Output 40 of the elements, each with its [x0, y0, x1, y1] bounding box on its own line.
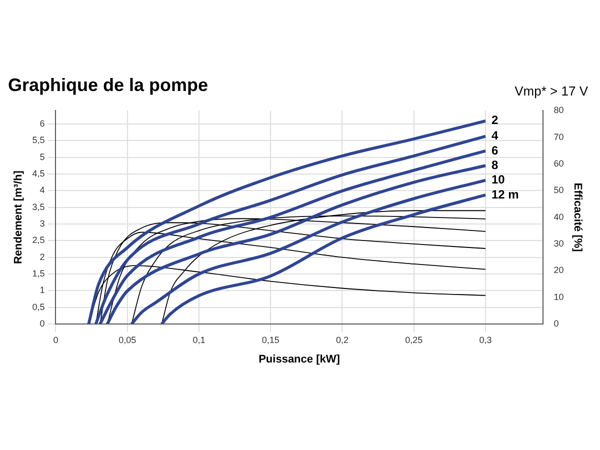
series-label: 8 — [491, 158, 498, 172]
y-tick-label: 6 — [40, 118, 45, 128]
y2-tick-label: 40 — [554, 212, 564, 222]
series-label: 12 m — [491, 187, 519, 202]
y-tick-label: 1,5 — [32, 268, 45, 278]
x-tick-label: 0,1 — [192, 334, 206, 345]
y-tick-label: 5 — [40, 152, 45, 162]
y-tick-label: 4 — [40, 185, 45, 196]
y-tick-label: 1 — [40, 285, 45, 296]
series-label: 6 — [491, 143, 498, 158]
y-tick-label: 5,5 — [32, 135, 45, 146]
x-tick-label: 0,05 — [118, 334, 136, 345]
x-tick-label: 0,25 — [405, 334, 423, 345]
y2-tick-label: 80 — [554, 105, 564, 116]
y-axis-title: Rendement [m³/h] — [12, 170, 25, 264]
x-axis-title: Puissance [kW] — [258, 353, 340, 366]
y2-tick-label: 50 — [554, 185, 564, 196]
y2-tick-label: 0 — [554, 318, 559, 328]
y-tick-label: 3,5 — [32, 202, 45, 212]
y-tick-label: 2 — [40, 252, 45, 262]
chart-title: Graphique de la pompe — [8, 74, 208, 95]
x-tick-label: 0,15 — [262, 334, 280, 345]
y2-tick-label: 10 — [554, 292, 564, 302]
y-tick-label: 0 — [40, 318, 45, 328]
y-tick-label: 2,5 — [32, 235, 45, 246]
y2-tick-label: 60 — [554, 158, 564, 168]
y-tick-label: 4,5 — [32, 168, 45, 178]
y2-axis-title: Efficacité [%] — [571, 182, 584, 252]
series-label: 2 — [491, 113, 498, 128]
y2-tick-label: 30 — [554, 238, 564, 248]
x-tick-label: 0,2 — [336, 334, 348, 345]
x-tick-label: 0,3 — [479, 334, 492, 345]
x-tick-label: 0 — [53, 334, 58, 345]
y2-tick-label: 70 — [554, 132, 564, 142]
y2-tick-label: 20 — [554, 265, 564, 276]
text: Vmp* > 17 V — [514, 84, 588, 99]
series-label: 4 — [491, 128, 498, 143]
y-tick-label: 0,5 — [32, 302, 45, 312]
series-label: 10 — [491, 172, 506, 187]
y-tick-label: 3 — [40, 218, 45, 228]
